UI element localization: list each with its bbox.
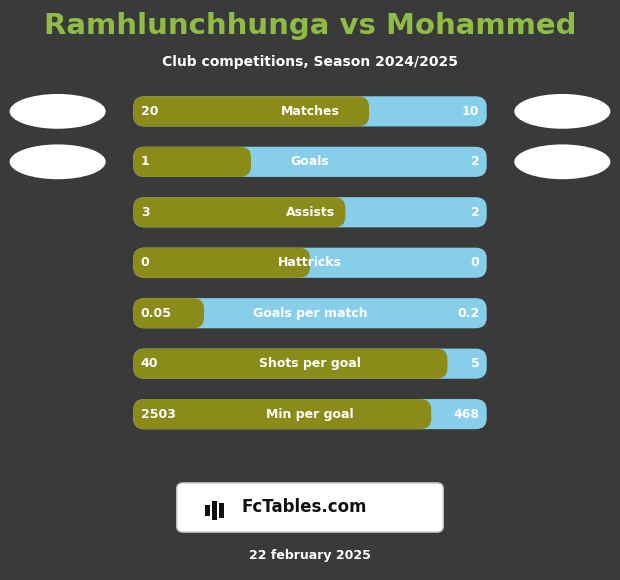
- FancyBboxPatch shape: [133, 197, 345, 227]
- Text: Goals per match: Goals per match: [253, 307, 367, 320]
- FancyBboxPatch shape: [133, 248, 310, 278]
- Ellipse shape: [515, 94, 610, 129]
- Text: 3: 3: [141, 206, 149, 219]
- Text: 22 february 2025: 22 february 2025: [249, 549, 371, 562]
- Text: Shots per goal: Shots per goal: [259, 357, 361, 370]
- Ellipse shape: [10, 144, 105, 179]
- Text: 40: 40: [141, 357, 158, 370]
- Text: 468: 468: [453, 408, 479, 420]
- Ellipse shape: [10, 94, 105, 129]
- Text: 0: 0: [471, 256, 479, 269]
- FancyBboxPatch shape: [133, 399, 432, 429]
- FancyBboxPatch shape: [133, 349, 487, 379]
- Text: Hattricks: Hattricks: [278, 256, 342, 269]
- FancyBboxPatch shape: [133, 298, 487, 328]
- Text: FcTables.com: FcTables.com: [242, 498, 367, 517]
- FancyBboxPatch shape: [133, 147, 251, 177]
- Ellipse shape: [515, 144, 610, 179]
- Text: Ramhlunchhunga vs Mohammed: Ramhlunchhunga vs Mohammed: [44, 12, 576, 40]
- FancyBboxPatch shape: [133, 96, 369, 126]
- FancyBboxPatch shape: [133, 197, 487, 227]
- Text: 5: 5: [471, 357, 479, 370]
- Text: 2: 2: [471, 155, 479, 168]
- Text: Club competitions, Season 2024/2025: Club competitions, Season 2024/2025: [162, 55, 458, 69]
- Bar: [205, 505, 210, 516]
- Text: 20: 20: [141, 105, 158, 118]
- FancyBboxPatch shape: [133, 399, 487, 429]
- Text: Min per goal: Min per goal: [266, 408, 354, 420]
- Text: 2: 2: [471, 206, 479, 219]
- Text: 10: 10: [462, 105, 479, 118]
- Text: 0.2: 0.2: [457, 307, 479, 320]
- Text: Matches: Matches: [281, 105, 339, 118]
- FancyBboxPatch shape: [133, 248, 487, 278]
- Text: 2503: 2503: [141, 408, 175, 420]
- Bar: [219, 503, 224, 517]
- FancyBboxPatch shape: [133, 349, 448, 379]
- Bar: [212, 501, 217, 520]
- Text: Assists: Assists: [285, 206, 335, 219]
- Text: 0.05: 0.05: [141, 307, 172, 320]
- FancyBboxPatch shape: [133, 96, 487, 126]
- Text: Goals: Goals: [291, 155, 329, 168]
- Text: 1: 1: [141, 155, 149, 168]
- FancyBboxPatch shape: [133, 298, 204, 328]
- FancyBboxPatch shape: [133, 147, 487, 177]
- FancyBboxPatch shape: [177, 483, 443, 532]
- Text: 0: 0: [141, 256, 149, 269]
